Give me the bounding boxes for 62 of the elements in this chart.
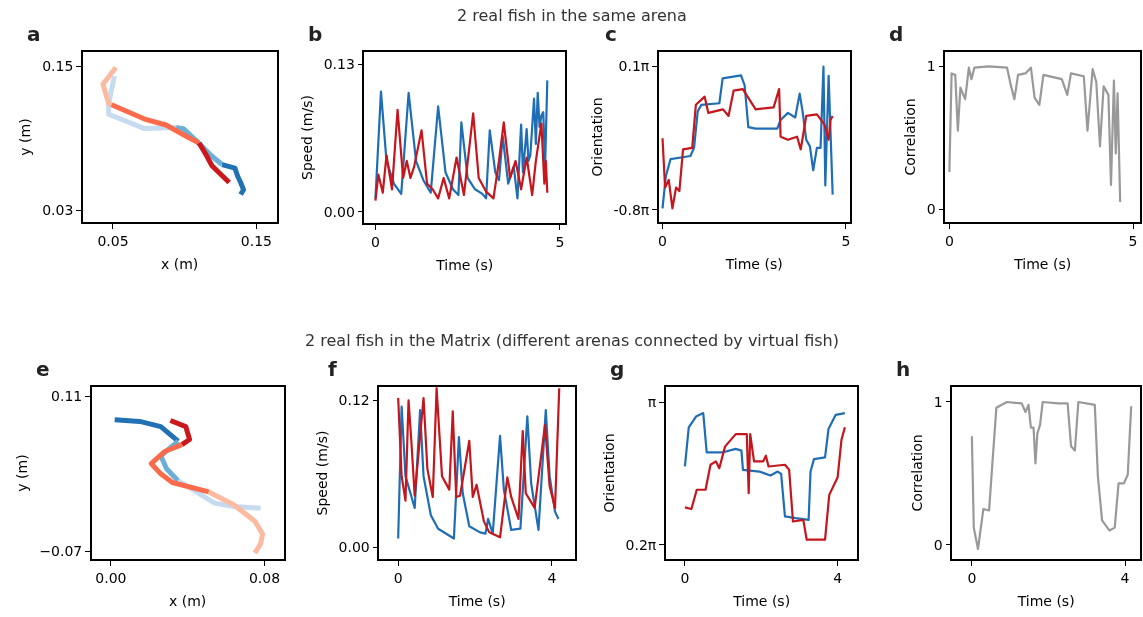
line-series: [374, 108, 549, 202]
line-series: [661, 87, 834, 210]
x-axis-title: Time (s): [447, 593, 506, 610]
line-series: [661, 65, 834, 210]
line-series: [374, 79, 549, 200]
chart-title: b: [308, 22, 323, 46]
x-tick-label: 0.08: [248, 569, 281, 586]
y-tick-label: 0: [933, 536, 943, 553]
line-series: [683, 412, 846, 521]
x-axis-title: x (m): [169, 593, 207, 610]
x-axis-title: x (m): [161, 256, 199, 273]
x-tick-label: 0: [393, 569, 403, 586]
chart-title: d: [889, 22, 904, 46]
y-axis-title: Correlation: [908, 434, 925, 512]
y-tick-label: π: [647, 394, 657, 411]
y-axis-title: y (m): [17, 118, 34, 156]
y-axis-title: Orientation: [600, 433, 617, 513]
x-tick-label: 0: [967, 569, 977, 586]
x-tick-label: 5: [841, 232, 851, 249]
x-axis-title: Time (s): [1016, 593, 1075, 610]
y-tick-label: 0.03: [42, 201, 74, 218]
x-tick-label: 0.05: [97, 232, 129, 249]
x-tick-label: 5: [555, 233, 565, 250]
chart-title: a: [27, 22, 41, 46]
line-series: [683, 426, 846, 541]
chart-title: c: [605, 22, 617, 46]
y-tick-label: 0.1π: [618, 58, 650, 75]
y-tick-label: -0.8π: [613, 201, 650, 218]
y-axis-title: Speed (m/s): [313, 430, 330, 516]
text: 2 real fish in the Matrix (different arenas connected by virtual fish): [305, 331, 839, 350]
x-tick-label: 0.00: [95, 569, 127, 586]
x-axis-title: Time (s): [724, 256, 783, 273]
x-axis-title: Time (s): [732, 593, 791, 610]
y-tick-label: 0.13: [323, 56, 355, 73]
chart-title: h: [896, 357, 911, 381]
y-tick-label: 0.12: [338, 392, 370, 409]
y-tick-label: 1: [933, 393, 943, 410]
y-tick-label: 0.15: [42, 58, 74, 75]
x-tick-label: 0.15: [240, 232, 273, 249]
x-tick-label: 0: [944, 232, 954, 249]
y-axis-title: y (m): [14, 454, 31, 492]
x-axis-title: Time (s): [1013, 256, 1072, 273]
y-tick-label: 0: [926, 201, 936, 218]
y-axis-title: Correlation: [901, 98, 918, 176]
x-tick-label: 0: [680, 569, 690, 586]
x-tick-label: 4: [833, 569, 843, 586]
y-tick-label: 0.2π: [625, 536, 657, 553]
text: 2 real fish in the same arena: [457, 6, 687, 25]
x-tick-label: 4: [1120, 569, 1130, 586]
line-series: [948, 65, 1122, 204]
y-axis-title: Speed (m/s): [298, 95, 315, 180]
chart-title: f: [328, 357, 337, 381]
x-tick-label: 4: [547, 569, 557, 586]
y-axis-title: Orientation: [588, 97, 605, 177]
y-tick-label: 1: [926, 58, 936, 75]
x-tick-label: 5: [1128, 232, 1138, 249]
y-tick-label: −0.07: [39, 543, 83, 560]
line-series: [970, 400, 1133, 551]
chart-title: g: [610, 357, 625, 381]
chart-title: e: [36, 357, 50, 381]
y-tick-label: 0.11: [51, 388, 83, 405]
x-axis-title: Time (s): [435, 257, 494, 274]
